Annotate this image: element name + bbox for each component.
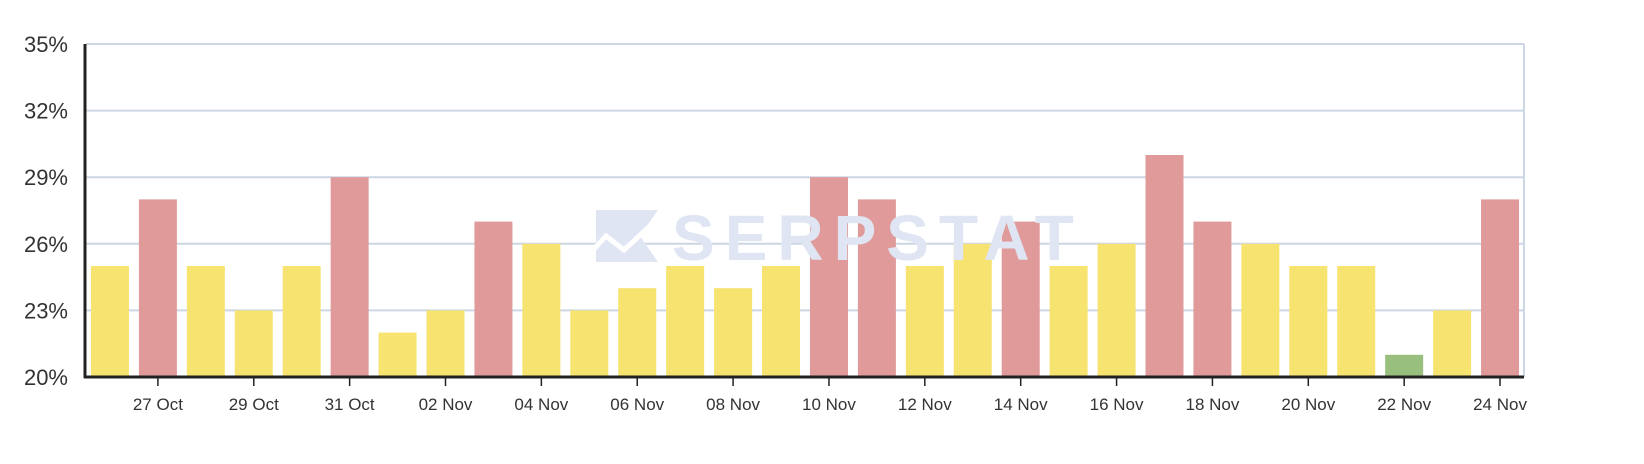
bar-24-nov — [1481, 199, 1520, 377]
x-tick-label: 02 Nov — [419, 395, 473, 414]
bar-19-nov — [1241, 243, 1280, 377]
watermark: SERPSTAT — [580, 202, 1084, 274]
serpstat-logo-icon — [580, 210, 658, 264]
bar-15-nov — [1049, 266, 1088, 377]
bar-13-nov — [953, 243, 992, 377]
x-tick-label: 27 Oct — [133, 395, 183, 414]
bar-05-nov — [570, 310, 609, 377]
bar-07-nov — [666, 266, 705, 377]
bar-08-nov — [714, 288, 753, 377]
y-tick-label: 23% — [24, 298, 68, 323]
x-tick-label: 10 Nov — [802, 395, 856, 414]
watermark-text: SERPSTAT — [672, 202, 1084, 274]
bar-21-nov — [1337, 266, 1376, 377]
x-tick-label: 12 Nov — [898, 395, 952, 414]
bar-20-nov — [1289, 266, 1328, 377]
x-tick-label: 18 Nov — [1185, 395, 1239, 414]
axes — [83, 44, 1524, 379]
x-tick-label: 20 Nov — [1281, 395, 1335, 414]
x-tick-label: 29 Oct — [229, 395, 279, 414]
bar-30-oct — [282, 266, 321, 377]
x-tick-label: 22 Nov — [1377, 395, 1431, 414]
bar-26-oct — [90, 266, 129, 377]
y-axis-tick-labels: 20% 23% 26% 29% 32% 35% — [24, 32, 68, 390]
bar-18-nov — [1193, 221, 1232, 377]
bar-27-oct — [138, 199, 177, 377]
bar-28-oct — [186, 266, 225, 377]
y-tick-label: 20% — [24, 365, 68, 390]
bar-09-nov — [762, 266, 801, 377]
bar-12-nov — [905, 266, 944, 377]
y-tick-label: 26% — [24, 232, 68, 257]
x-tick-label: 31 Oct — [325, 395, 375, 414]
y-tick-label: 29% — [24, 165, 68, 190]
bar-06-nov — [618, 288, 657, 377]
bar-22-nov — [1385, 354, 1424, 377]
y-tick-label: 32% — [24, 99, 68, 124]
bar-10-nov — [809, 177, 848, 377]
bar-31-oct — [330, 177, 369, 377]
x-tick-label: 06 Nov — [610, 395, 664, 414]
bar-04-nov — [522, 243, 561, 377]
bar-14-nov — [1001, 221, 1040, 377]
x-axis-tick-labels: 27 Oct 29 Oct 31 Oct 02 Nov 04 Nov 06 Nov 08 N… — [133, 377, 1527, 414]
bar-11-nov — [857, 199, 896, 377]
bar-17-nov — [1145, 155, 1184, 377]
bar-16-nov — [1097, 243, 1136, 377]
bar-01-nov — [378, 332, 417, 377]
grid-lines — [86, 43, 1525, 377]
x-tick-label: 14 Nov — [994, 395, 1048, 414]
x-tick-label: 16 Nov — [1090, 395, 1144, 414]
bar-23-nov — [1433, 310, 1472, 377]
bars — [90, 155, 1520, 377]
x-tick-label: 08 Nov — [706, 395, 760, 414]
x-tick-label: 04 Nov — [514, 395, 568, 414]
y-tick-label: 35% — [24, 32, 68, 57]
bar-29-oct — [234, 310, 273, 377]
bar-02-nov — [426, 310, 465, 377]
x-tick-label: 24 Nov — [1473, 395, 1527, 414]
bar-03-nov — [474, 221, 513, 377]
